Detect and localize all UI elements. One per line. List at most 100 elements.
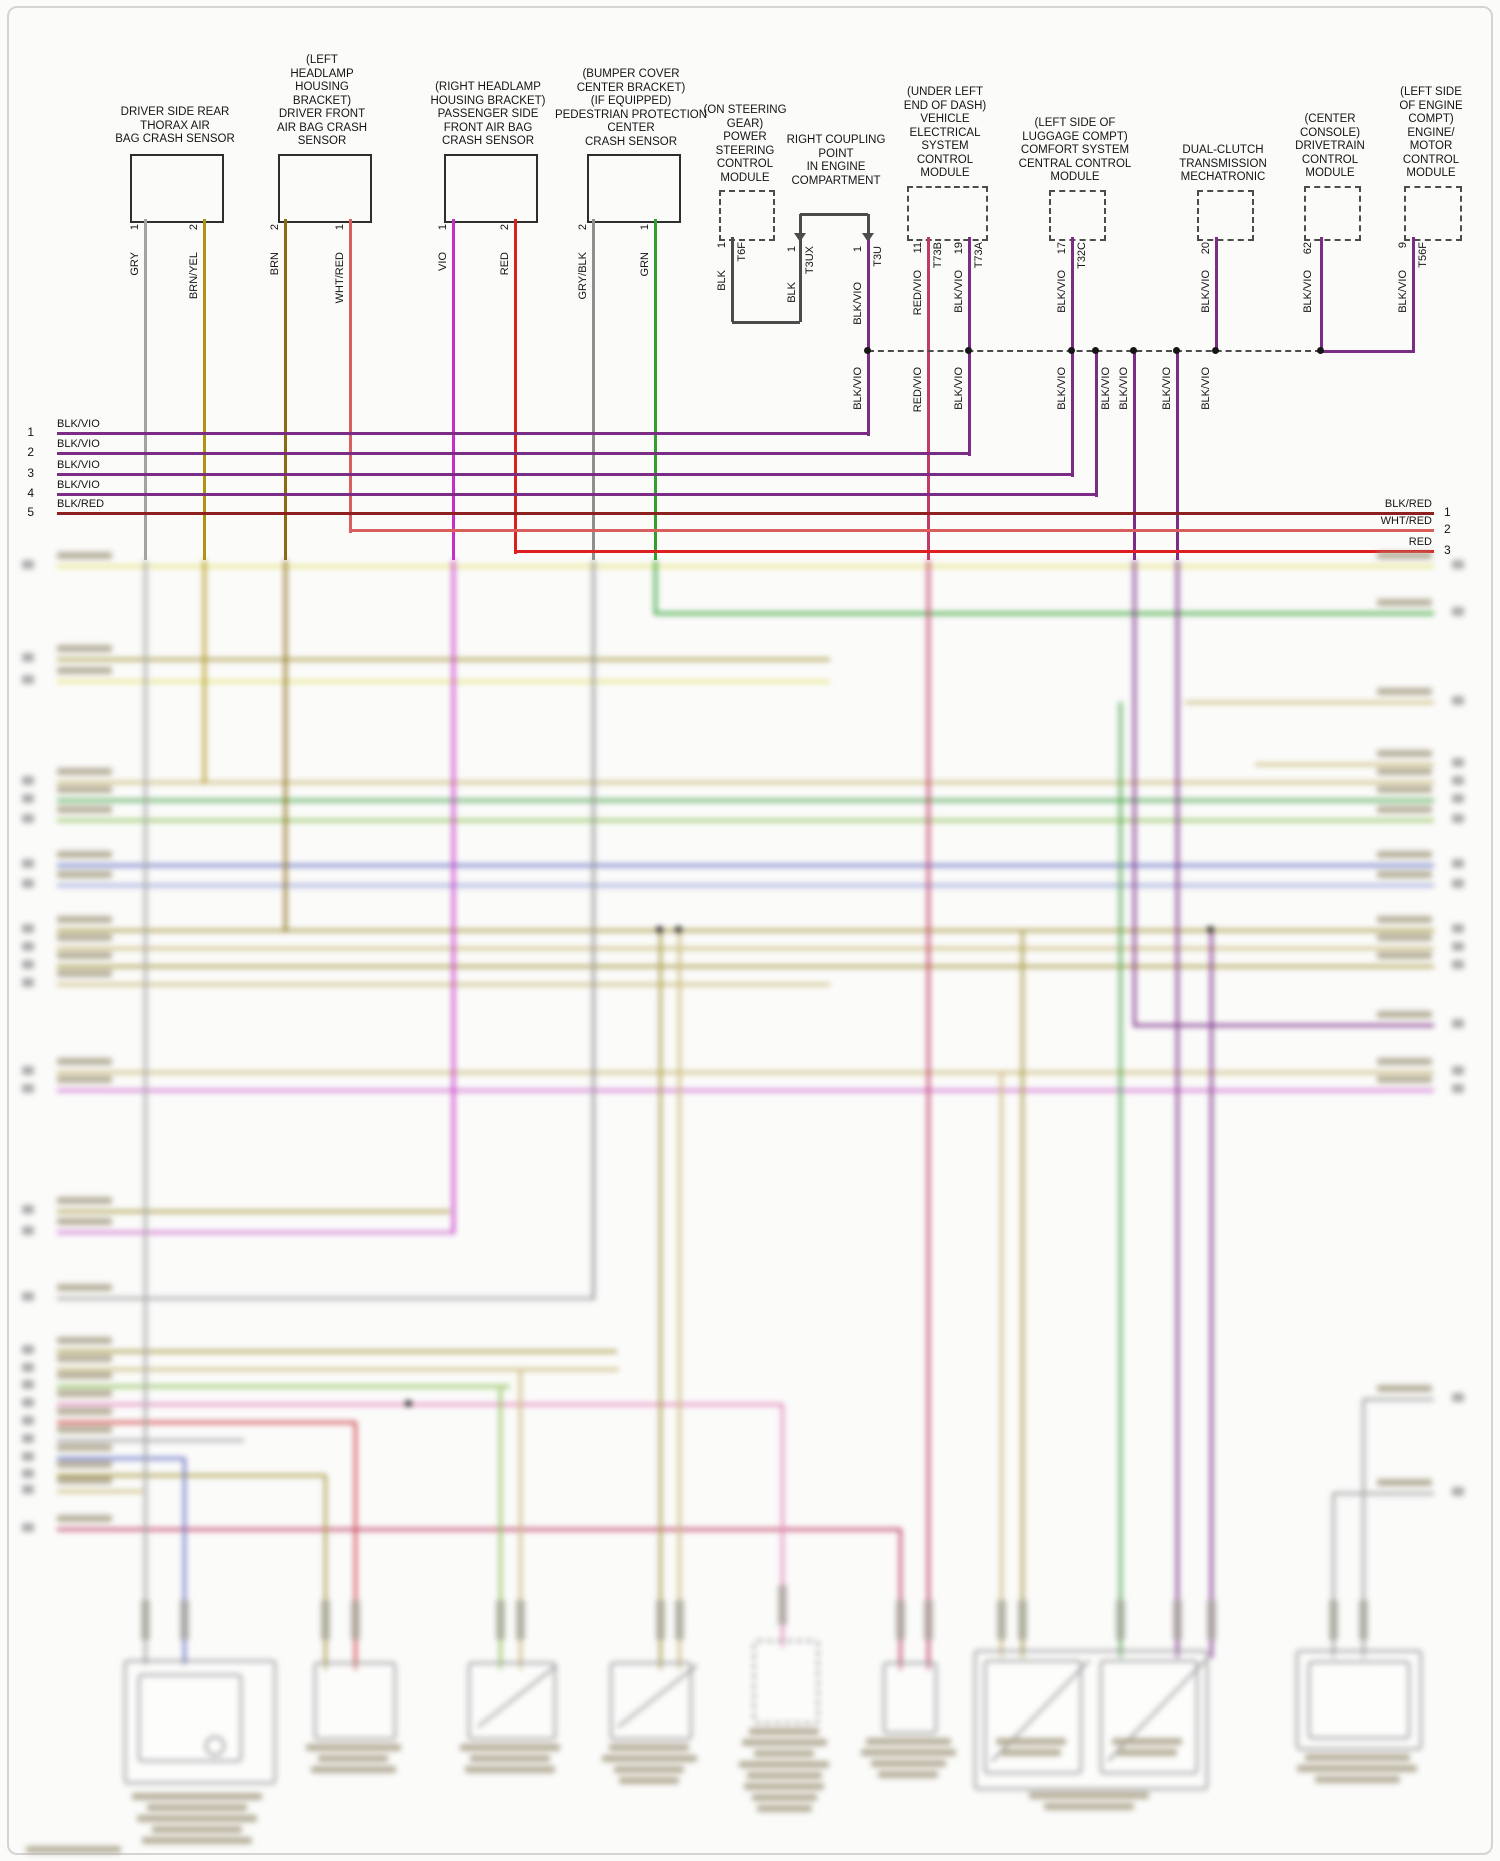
blurred-wire-vertical bbox=[1021, 930, 1024, 1658]
blurred-component-label bbox=[1001, 1749, 1061, 1756]
wire-vertical bbox=[1133, 351, 1136, 560]
blurred-component-box bbox=[1308, 1661, 1410, 1739]
blurred-wire-label bbox=[57, 952, 112, 959]
component-label-line: MOTOR bbox=[1409, 140, 1453, 152]
blurred-wire-label bbox=[57, 1284, 112, 1291]
component-label-line: VEHICLE bbox=[920, 113, 970, 125]
blurred-wire-horizontal bbox=[1255, 763, 1434, 766]
component-label-line: POWER bbox=[723, 131, 767, 143]
blurred-row-number bbox=[1452, 1487, 1464, 1496]
blurred-wire-label bbox=[1377, 599, 1432, 606]
blurred-wire-label bbox=[57, 552, 112, 559]
blurred-wire-vertical bbox=[1000, 1072, 1003, 1658]
blurred-wire-vertical bbox=[1362, 1399, 1365, 1658]
component-label-comfort-system-central-control-module: (LEFT SIDE OF LUGGAGE COMPT) COMFORT SYSTE… bbox=[990, 117, 1160, 185]
component-label-line: BAG CRASH SENSOR bbox=[115, 133, 235, 145]
blurred-component-label bbox=[744, 1783, 824, 1790]
blurred-wire-vertical bbox=[1210, 930, 1213, 1658]
blurred-row-number bbox=[22, 794, 34, 803]
blurred-wire-horizontal bbox=[57, 1457, 185, 1460]
blurred-wire-label bbox=[57, 916, 112, 923]
blurred-row-number bbox=[22, 1485, 34, 1494]
component-label-line: STEERING bbox=[715, 144, 775, 157]
blurred-wire-label bbox=[57, 1372, 112, 1379]
blurred-component-label bbox=[460, 1744, 560, 1751]
blurred-row-number bbox=[22, 960, 34, 969]
blurred-row-number bbox=[22, 1345, 34, 1354]
blurred-wire-label bbox=[57, 1477, 112, 1484]
blurred-wire-vertical bbox=[354, 1422, 357, 1670]
blurred-wire-vertical bbox=[1176, 560, 1179, 1658]
blurred-wire-label bbox=[1377, 871, 1432, 878]
row-wire-blk-vio bbox=[57, 432, 868, 435]
blurred-wire-horizontal bbox=[57, 781, 1434, 784]
wire-vertical bbox=[1412, 237, 1415, 353]
blurred-wire-label bbox=[57, 786, 112, 793]
blurred-component-box bbox=[124, 1660, 276, 1784]
component-box-pedestrian-protection-center-crash-sensor bbox=[587, 154, 681, 223]
component-label-line: (CENTER bbox=[1304, 113, 1356, 125]
component-label-passenger-side-front-air-bag-crash-sensor: (RIGHT HEADLAMP HOUSING BRACKET) PASSENGER… bbox=[403, 81, 573, 149]
blurred-pin-label bbox=[496, 1600, 505, 1640]
blurred-wire-label bbox=[1377, 1058, 1432, 1065]
blurred-wire-vertical bbox=[183, 1458, 186, 1665]
blurred-row-number bbox=[22, 1416, 34, 1425]
blurred-wire-horizontal bbox=[57, 565, 1434, 568]
blurred-component-label bbox=[749, 1728, 819, 1735]
blurred-wire-label bbox=[57, 1444, 112, 1451]
row-wire-label-right: RED bbox=[1408, 536, 1432, 548]
blurred-pin-label bbox=[656, 1600, 665, 1640]
blurred-wire-horizontal bbox=[655, 612, 1434, 615]
blurred-component-label bbox=[878, 1771, 938, 1778]
row-wire-label-left: BLK/VIO bbox=[57, 459, 100, 471]
component-label-driver-front-air-bag-crash-sensor: (LEFT HEADLAMP HOUSING BRACKET) DRIVER FRONT… bbox=[237, 54, 407, 149]
junction-dot bbox=[1317, 347, 1324, 354]
component-label-line: LUGGAGE COMPT) bbox=[1022, 130, 1128, 143]
component-label-line: DRIVETRAIN bbox=[1295, 140, 1365, 152]
blurred-wire-label bbox=[1377, 552, 1432, 559]
blurred-component-label bbox=[619, 1777, 679, 1784]
blurred-component-label bbox=[996, 1738, 1066, 1745]
blurred-row-number bbox=[22, 675, 34, 684]
blurred-component-label bbox=[310, 1766, 396, 1773]
blurred-wire-label bbox=[57, 667, 112, 674]
blurred-component-label bbox=[1297, 1765, 1417, 1772]
blurred-component-label bbox=[865, 1738, 951, 1745]
wire-horizontal bbox=[732, 321, 800, 324]
blurred-wire-label bbox=[1377, 916, 1432, 923]
wire-vertical bbox=[867, 214, 870, 243]
blurred-wire-horizontal bbox=[57, 658, 830, 661]
blurred-wire-horizontal bbox=[57, 947, 1434, 950]
blurred-wire-vertical bbox=[519, 1369, 522, 1670]
blurred-pin-label bbox=[1207, 1600, 1216, 1640]
blurred-wire-horizontal bbox=[1185, 701, 1434, 704]
blurred-component-label bbox=[1044, 1803, 1134, 1810]
blurred-component-label bbox=[601, 1755, 697, 1762]
blurred-wire-label bbox=[57, 1390, 112, 1397]
blurred-wire-horizontal bbox=[57, 1385, 510, 1388]
row-number-right: 3 bbox=[1444, 543, 1451, 557]
blurred-wire-horizontal bbox=[57, 1439, 244, 1442]
row-wire-blk-red bbox=[57, 512, 1434, 515]
row-number-right: 1 bbox=[1444, 505, 1451, 519]
blurred-wire-horizontal bbox=[57, 1474, 326, 1477]
blurred-wire-vertical bbox=[659, 930, 662, 1670]
component-label-vehicle-electrical-system-control-module: (UNDER LEFT END OF DASH) VEHICLE ELECTRICAL… bbox=[860, 86, 1030, 181]
row-wire-blk-vio bbox=[57, 473, 1072, 476]
blurred-wire-label bbox=[57, 851, 112, 858]
blurred-wire-horizontal bbox=[57, 1089, 1434, 1092]
component-label-line: MODULE bbox=[920, 167, 970, 179]
blurred-component-label bbox=[614, 1766, 684, 1773]
component-label-line: (LEFT SIDE OF bbox=[1034, 117, 1116, 129]
row-wire-blk-vio bbox=[57, 493, 1096, 496]
blurred-wire-horizontal bbox=[57, 1350, 617, 1353]
blurred-row-number bbox=[22, 859, 34, 868]
component-box-power-steering-control-module bbox=[719, 190, 775, 241]
row-wire-blk-vio bbox=[57, 452, 969, 455]
blurred-wire-label bbox=[57, 1076, 112, 1083]
wire-vertical bbox=[1176, 351, 1179, 560]
blurred-component-box bbox=[883, 1662, 937, 1734]
blurred-row-number bbox=[1452, 1066, 1464, 1075]
row-wire-label-left: BLK/RED bbox=[57, 498, 105, 510]
